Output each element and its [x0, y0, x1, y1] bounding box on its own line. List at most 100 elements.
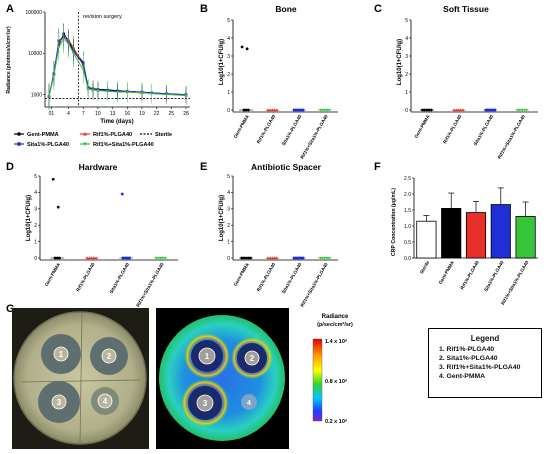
- plate-heatmap: 1 2 3 4: [156, 308, 289, 449]
- colorbar-title: Radiance: [322, 314, 349, 320]
- crp-bar: [416, 220, 437, 259]
- panel-e-category-label: Rif1%-PLGA40: [256, 262, 277, 293]
- cfu-point-gent: [56, 205, 60, 209]
- heatmap-label-3: 3: [203, 399, 208, 408]
- panel-f-ytick-label: 1.0: [404, 224, 411, 230]
- crp-bar: [465, 212, 487, 259]
- bead-4: [97, 393, 113, 409]
- panel-c-ytick-label: 2: [405, 72, 408, 78]
- point-combo: [81, 68, 85, 72]
- panel-a-xtick-label: 25: [169, 111, 175, 117]
- colorbar-tick-low: 0.2 x 10⁶: [325, 419, 348, 425]
- panel-a-ytick-label: 10000: [28, 51, 42, 57]
- panel-c-category-label: Rif1%-PLGA40: [442, 114, 463, 145]
- panel-e-category-label: Gent-PMMA: [233, 261, 251, 287]
- panel-f-ylabel: CRP Concentration (μg/mL): [391, 188, 397, 256]
- panel-e-category-label: Rif1%+Sita1%-PLGA40: [299, 262, 329, 308]
- colorbar-gradient: [312, 338, 323, 422]
- panel-letter-d: D: [6, 161, 14, 173]
- panel-letter-b: B: [200, 3, 208, 15]
- point-combo: [106, 90, 110, 93]
- point-combo: [57, 46, 61, 49]
- point-combo: [67, 42, 71, 46]
- panel-d-category-label: Rif1%+Sita1%-PLGA40: [135, 262, 165, 308]
- legend-marker-gent: [17, 132, 21, 136]
- cfu-point-gent: [245, 47, 249, 51]
- heatmap-bead-2: [244, 350, 260, 366]
- legend-entry-sita: Sita1%-PLGA40: [14, 142, 69, 148]
- panel-a-xtick-label: 13: [110, 111, 116, 117]
- heatmap-label-1: 1: [205, 352, 210, 361]
- colorbar-tick-mid: 0.8 x 10⁶: [325, 379, 348, 385]
- plate-legend-item-3: 3. Rif1%+Sita1%-PLGA40: [439, 364, 521, 371]
- panel-b-category-label: Gent-PMMA: [233, 113, 251, 139]
- panel-d-ytick-label: 4: [34, 190, 37, 196]
- cfu-point-gent: [51, 177, 55, 181]
- panel-f-ytick-label: 0.0: [404, 256, 411, 262]
- legend-marker-rif: [83, 132, 87, 136]
- legend-label-sita: Sita1%-PLGA40: [27, 142, 69, 148]
- panel-a-xtick-label: 16: [125, 111, 131, 117]
- point-combo: [140, 91, 144, 95]
- bead-label-1: 1: [59, 350, 64, 359]
- panel-b-title: Bone: [275, 4, 297, 14]
- panel-a-xtick-label: 22: [154, 111, 160, 117]
- panel-c-ytick-label: 5: [405, 18, 408, 24]
- point-combo: [47, 95, 51, 99]
- legend-marker-sita: [17, 142, 21, 146]
- panel-b-ytick-label: 4: [227, 36, 230, 42]
- heatmap-label-2: 2: [250, 354, 255, 363]
- panel-letter-c: C: [374, 3, 382, 15]
- bead-2: [101, 348, 117, 364]
- legend-marker-combo: [83, 142, 87, 146]
- legend-entry-combo: Rif1%+Sita1%-PLGA40: [80, 142, 154, 148]
- plate-divider-vertical: [79, 312, 83, 445]
- panel-a-xtick-label: 01: [49, 111, 55, 117]
- panel-d-ytick-label: 5: [34, 174, 37, 180]
- crp-bar: [515, 215, 536, 259]
- crp-bar: [490, 204, 511, 259]
- panel-letter-a: A: [6, 3, 14, 15]
- plate-legend-title: Legend: [470, 334, 500, 343]
- bead-label-4: 4: [103, 397, 108, 406]
- panel-c-ylabel: Log10(1+CFU/g): [397, 39, 403, 85]
- panel-e-ylabel: Log10(1+CFU/g): [219, 195, 225, 241]
- panel-a-xtick-label: 4: [67, 111, 70, 117]
- panel-d-ylabel: Log10(1+CFU/g): [26, 195, 32, 241]
- panel-e-ytick-label: 3: [227, 207, 230, 213]
- panel-e-ytick-label: 0: [227, 256, 230, 262]
- point-combo: [150, 92, 154, 96]
- plate-legend-item-4: 4. Gent-PMMA: [439, 373, 486, 380]
- panel-letter-e: E: [200, 161, 207, 173]
- legend-label-combo: Rif1%+Sita1%-PLGA40: [93, 142, 154, 148]
- panel-f-ytick-label: 0.5: [404, 240, 411, 246]
- point-combo: [184, 94, 188, 98]
- panel-c-category-label: Sita1%-PLGA40: [473, 114, 495, 147]
- colorbar-tick-high: 1.4 x 10⁶: [325, 339, 348, 345]
- legend-entry-sterile: Sterile: [140, 132, 172, 138]
- panel-f-category-label: Rif1%+Sita1%-PLGA40: [500, 260, 530, 306]
- legend-entry-gent-pmma: Gent-PMMA: [14, 132, 59, 138]
- panel-d-ytick-label: 1: [34, 239, 37, 245]
- panel-b-ytick-label: 2: [227, 72, 230, 78]
- panel-d-ytick-label: 3: [34, 207, 37, 213]
- panel-b-ytick-label: 5: [227, 18, 230, 24]
- panel-letter-f: F: [374, 161, 381, 173]
- panel-a-ytick-label: 1000: [31, 92, 42, 98]
- bead-3: [51, 394, 67, 410]
- heatmap-label-4: 4: [247, 400, 251, 407]
- cfu-point-gent: [240, 45, 244, 49]
- panel-f-category-label: Sterile: [419, 260, 431, 275]
- panel-d-category-label: Sita1%-PLGA40: [109, 262, 131, 295]
- point-combo: [125, 90, 129, 94]
- panel-d-ytick-label: 2: [34, 223, 37, 229]
- radiance-colorbar: Radiance (p/sec/cm²/sr) 1.4 x 10⁶ 0.8 x …: [312, 314, 353, 425]
- panel-c-ytick-label: 4: [405, 36, 408, 42]
- point-combo: [164, 93, 168, 97]
- panel-a-legend: Gent-PMMA Rif1%-PLGA40 Sterile Sita1%-PL…: [14, 132, 172, 148]
- panel-d-category-label: Gent-PMMA: [44, 261, 62, 287]
- panel-a-xtick-label: 7: [82, 111, 85, 117]
- point-combo: [71, 52, 75, 55]
- panel-e-title: Antibiotic Spacer: [251, 162, 322, 172]
- point-combo: [96, 89, 100, 93]
